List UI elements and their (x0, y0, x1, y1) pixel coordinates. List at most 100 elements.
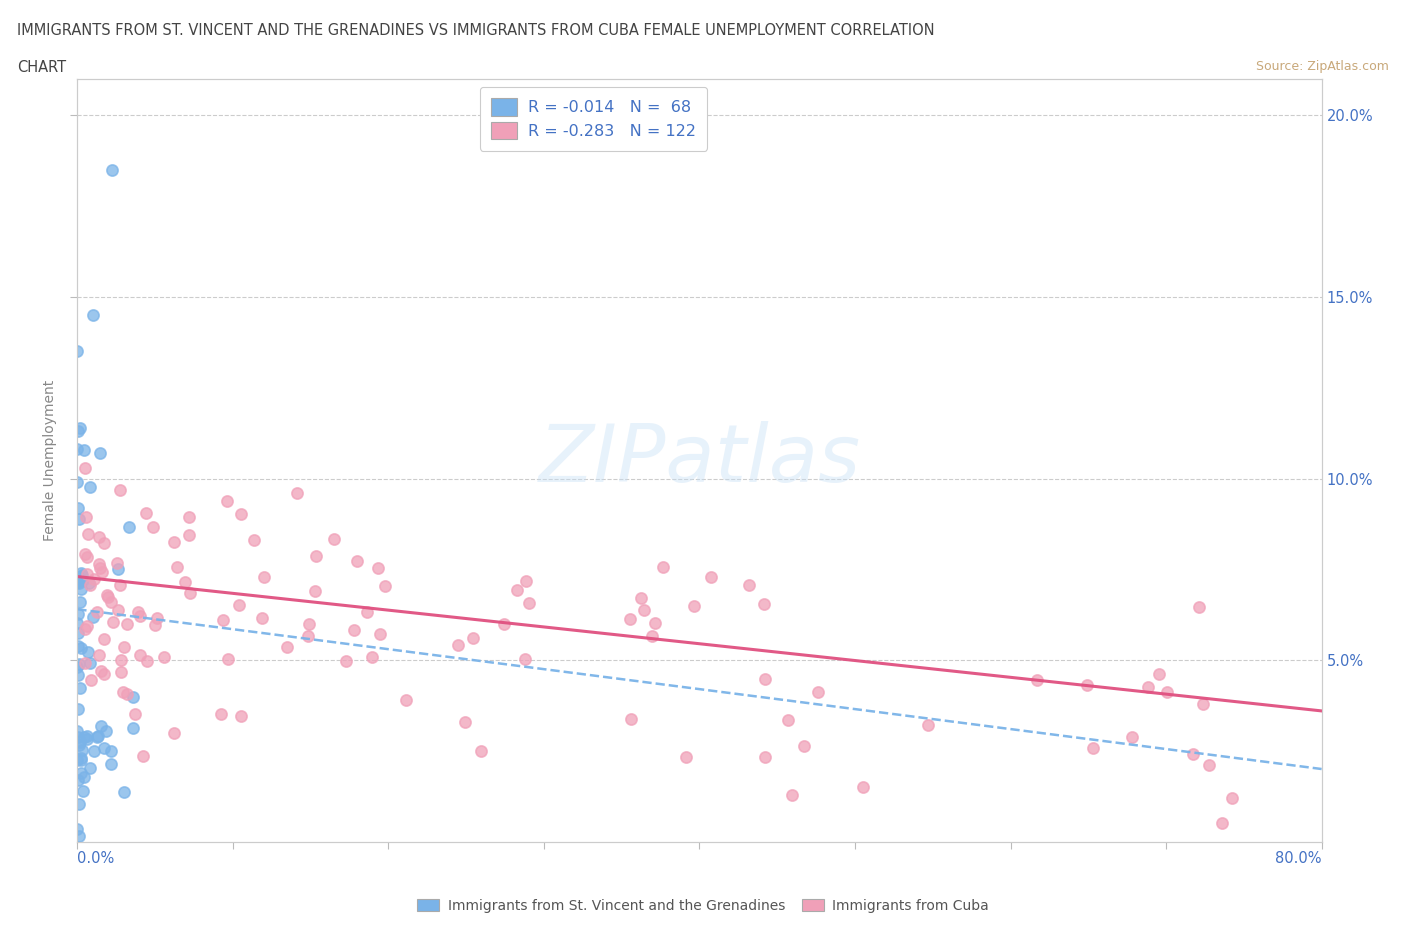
Point (77, 526, 100, 541)
Point (619, 611, 641, 626)
Point (153, 649, 176, 664)
Legend: R = -0.014   N =  68, R = -0.283   N = 122: R = -0.014 N = 68, R = -0.283 N = 122 (481, 87, 707, 151)
Point (66, 424, 89, 439)
Point (515, 652, 537, 667)
Point (374, 578, 396, 593)
Point (72, 730, 94, 745)
Point (343, 622, 366, 637)
Point (69, 735, 91, 750)
Point (276, 640, 298, 655)
Point (66, 475, 89, 490)
Point (82, 609, 104, 624)
Point (72, 443, 94, 458)
Point (70, 743, 93, 758)
Point (163, 725, 186, 740)
Point (80, 672, 103, 687)
Point (73, 770, 96, 785)
Point (101, 163, 124, 178)
Point (285, 485, 308, 500)
Point (231, 507, 253, 522)
Point (108, 578, 131, 592)
Point (89, 561, 111, 576)
Point (89, 445, 111, 460)
Point (754, 671, 776, 686)
Point (112, 639, 135, 654)
Point (124, 707, 146, 722)
Point (492, 617, 515, 631)
Point (70, 567, 93, 582)
Point (70, 765, 93, 780)
Point (346, 553, 368, 568)
Point (121, 721, 143, 736)
Point (70, 565, 93, 580)
Point (66, 660, 89, 675)
Point (93, 536, 115, 551)
Point (93, 631, 115, 646)
Text: CHART: CHART (17, 60, 66, 75)
Point (86, 604, 108, 619)
Point (76, 728, 98, 743)
Point (1081, 740, 1104, 755)
Point (79, 656, 101, 671)
Point (1076, 678, 1098, 693)
Point (461, 631, 484, 645)
Point (112, 785, 135, 800)
Point (453, 714, 475, 729)
Point (217, 652, 239, 667)
Point (82, 308, 104, 323)
Point (447, 638, 470, 653)
Point (100, 757, 122, 772)
Point (1188, 600, 1211, 615)
Point (470, 744, 492, 759)
Text: 80.0%: 80.0% (1275, 851, 1322, 866)
Text: ZIPatlas: ZIPatlas (538, 421, 860, 499)
Point (1198, 757, 1220, 772)
Legend: Immigrants from St. Vincent and the Grenadines, Immigrants from Cuba: Immigrants from St. Vincent and the Gren… (412, 894, 994, 919)
Point (67, 796, 90, 811)
Point (66, 752, 89, 767)
Point (367, 561, 389, 576)
Point (506, 583, 529, 598)
Point (105, 556, 128, 571)
Point (66, 442, 89, 457)
Point (76, 550, 98, 565)
Point (76, 618, 98, 633)
Point (297, 617, 319, 631)
Point (77, 576, 100, 591)
Point (143, 618, 166, 632)
Point (793, 738, 815, 753)
Point (69, 681, 91, 696)
Point (76, 644, 98, 659)
Point (132, 749, 155, 764)
Point (1156, 684, 1178, 699)
Point (253, 569, 276, 584)
Point (360, 650, 382, 665)
Point (135, 505, 157, 520)
Point (620, 712, 643, 727)
Point (633, 603, 655, 618)
Point (66, 344, 89, 359)
Point (83, 743, 105, 758)
Point (110, 653, 132, 668)
Point (67, 512, 90, 526)
Point (67, 500, 90, 515)
Point (754, 750, 776, 764)
Point (69, 420, 91, 435)
Point (72, 784, 94, 799)
Point (110, 664, 132, 679)
Point (304, 583, 326, 598)
Point (93, 740, 115, 755)
Point (79, 578, 101, 592)
Point (651, 559, 673, 574)
Point (75, 622, 97, 637)
Point (100, 743, 122, 758)
Point (1192, 697, 1215, 711)
Point (517, 595, 540, 610)
Point (70, 753, 93, 768)
Point (96, 588, 118, 603)
Point (115, 617, 138, 631)
Point (66, 625, 89, 640)
Point (738, 578, 761, 592)
Point (67, 573, 90, 588)
Point (322, 532, 344, 547)
